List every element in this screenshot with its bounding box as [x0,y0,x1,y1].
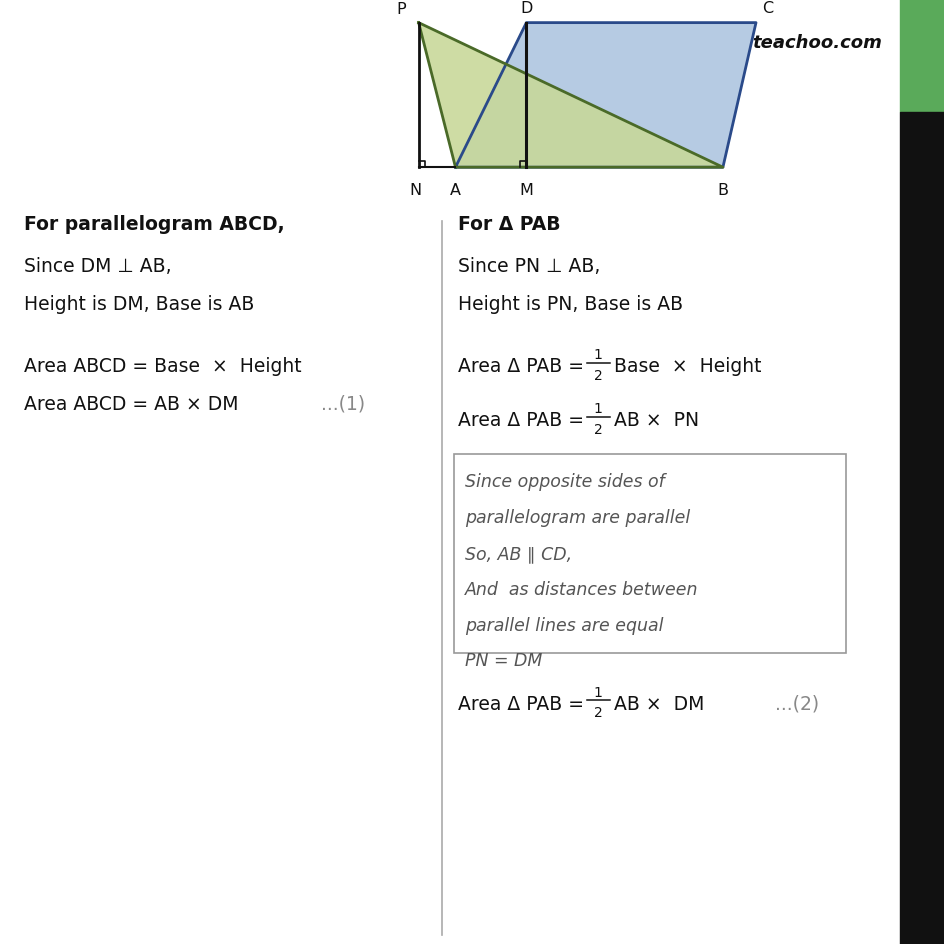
Text: Since PN ⊥ AB,: Since PN ⊥ AB, [458,257,600,276]
Text: 2: 2 [593,706,602,719]
Bar [899,0,944,113]
Text: ...(2): ...(2) [774,694,818,713]
Text: parallel lines are equal: parallel lines are equal [464,615,663,634]
Text: teachoo.com: teachoo.com [751,33,882,52]
Text: Area ABCD = Base  ×  Height: Area ABCD = Base × Height [24,357,301,376]
Text: PN = DM: PN = DM [464,651,542,670]
Text: C: C [761,1,772,16]
Text: Area ABCD = AB × DM: Area ABCD = AB × DM [24,395,238,413]
Text: M: M [519,183,532,197]
Text: So, AB ∥ CD,: So, AB ∥ CD, [464,544,571,563]
Text: 1: 1 [593,402,602,415]
Text: Area Δ PAB =: Area Δ PAB = [458,411,590,430]
Text: Since opposite sides of: Since opposite sides of [464,472,664,491]
Text: B: B [716,183,728,197]
Text: For Δ PAB: For Δ PAB [458,215,561,234]
Text: AB ×  PN: AB × PN [614,411,699,430]
Text: D: D [519,1,532,16]
Polygon shape [455,24,755,168]
Text: N: N [409,183,421,197]
Text: A: A [449,183,461,197]
Text: Height is DM, Base is AB: Height is DM, Base is AB [24,295,254,313]
Text: parallelogram are parallel: parallelogram are parallel [464,508,689,527]
Text: 1: 1 [593,348,602,362]
Text: Height is PN, Base is AB: Height is PN, Base is AB [458,295,683,313]
Text: 2: 2 [593,423,602,436]
Polygon shape [418,24,722,168]
Text: Base  ×  Height: Base × Height [614,357,761,376]
Text: 1: 1 [593,685,602,699]
Text: ...(1): ...(1) [321,395,365,413]
Text: And  as distances between: And as distances between [464,580,698,598]
Text: Area Δ PAB =: Area Δ PAB = [458,694,590,713]
Text: For parallelogram ABCD,: For parallelogram ABCD, [24,215,284,234]
Text: Since DM ⊥ AB,: Since DM ⊥ AB, [24,257,171,276]
FancyBboxPatch shape [453,455,845,653]
Text: P: P [396,3,406,18]
Text: Area Δ PAB =: Area Δ PAB = [458,357,590,376]
Text: AB ×  DM: AB × DM [614,694,704,713]
Bar [899,113,944,944]
Text: 2: 2 [593,369,602,382]
